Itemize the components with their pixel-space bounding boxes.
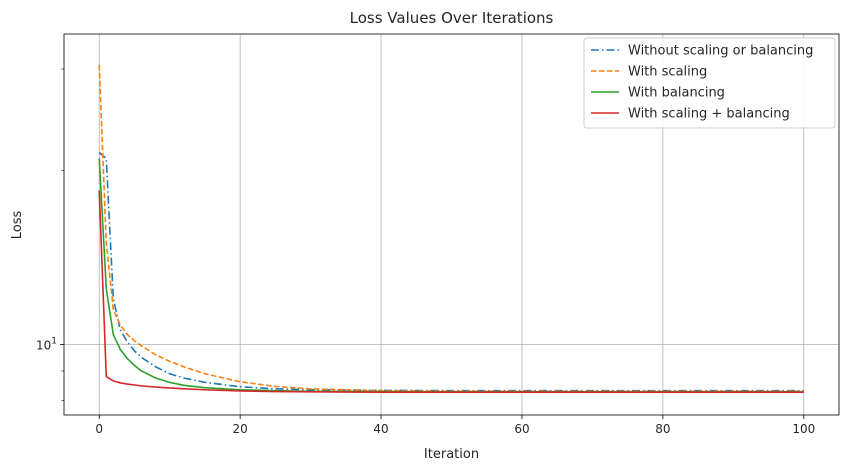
x-tick-label: 0 xyxy=(95,422,103,436)
legend-label-1: Without scaling or balancing xyxy=(628,44,813,59)
plot-frame xyxy=(63,33,840,416)
x-tick-label: 80 xyxy=(655,422,670,436)
series-lines xyxy=(98,64,804,393)
legend-box xyxy=(583,37,836,129)
legend-label-2: With scaling xyxy=(628,65,707,80)
legend-label-4: With scaling + balancing xyxy=(628,107,790,122)
x-tick-label: 100 xyxy=(792,422,815,436)
chart-title: Loss Values Over Iterations xyxy=(350,9,554,27)
x-tick-label: 20 xyxy=(232,422,247,436)
legend-label-3: With balancing xyxy=(628,86,725,101)
x-tick-label: 60 xyxy=(514,422,529,436)
grid xyxy=(64,34,839,415)
series-line-4 xyxy=(98,190,804,393)
x-axis-label: Iteration xyxy=(424,447,479,462)
legend: Without scaling or balancing With scaling… xyxy=(583,37,836,129)
x-tick-label: 40 xyxy=(373,422,388,436)
y-axis-label: Loss xyxy=(10,211,25,240)
